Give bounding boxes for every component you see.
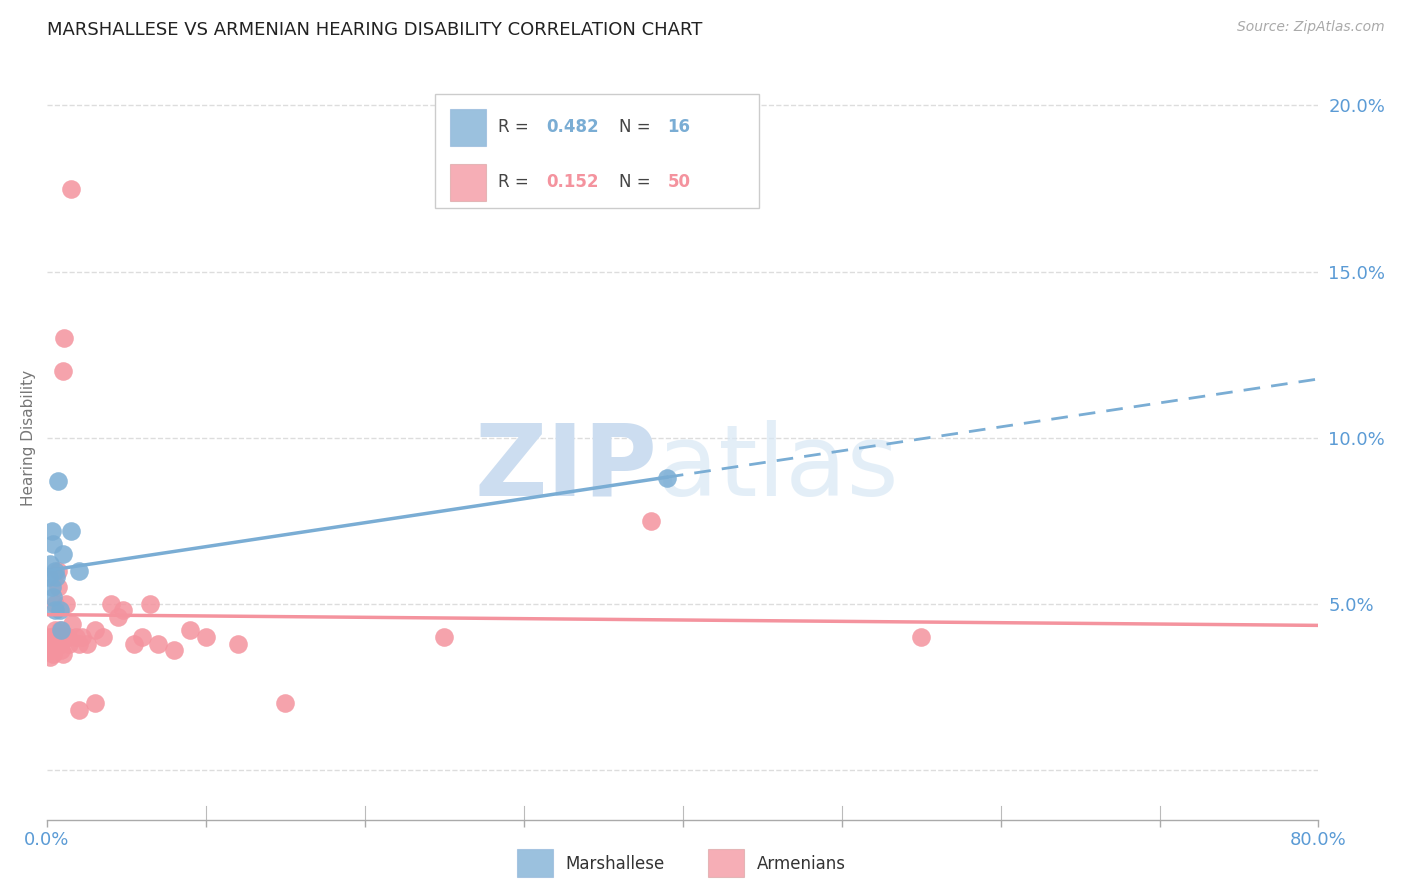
FancyBboxPatch shape <box>450 109 485 145</box>
Point <box>274 697 297 711</box>
Point <box>42 637 65 651</box>
Point <box>46 564 69 578</box>
Point <box>42 590 65 604</box>
Point <box>67 703 90 717</box>
Point <box>65 630 87 644</box>
Point <box>83 624 105 638</box>
FancyBboxPatch shape <box>450 164 485 201</box>
Text: MARSHALLESE VS ARMENIAN HEARING DISABILITY CORRELATION CHART: MARSHALLESE VS ARMENIAN HEARING DISABILI… <box>46 21 703 39</box>
Point <box>433 630 456 644</box>
Text: R =: R = <box>498 119 534 136</box>
Point <box>59 181 82 195</box>
FancyBboxPatch shape <box>434 94 759 209</box>
Point <box>56 630 79 644</box>
Text: N =: N = <box>619 119 657 136</box>
Point <box>39 557 62 571</box>
Text: 0.152: 0.152 <box>547 173 599 192</box>
Point <box>41 524 63 538</box>
Point <box>38 570 60 584</box>
Point <box>48 624 70 638</box>
Point <box>70 630 93 644</box>
Point <box>45 570 67 584</box>
Point <box>44 564 66 578</box>
Text: Source: ZipAtlas.com: Source: ZipAtlas.com <box>1237 20 1385 34</box>
Point <box>67 637 90 651</box>
Point <box>910 630 932 644</box>
Point <box>51 624 73 638</box>
Y-axis label: Hearing Disability: Hearing Disability <box>21 369 35 506</box>
Point <box>38 643 60 657</box>
Text: 16: 16 <box>668 119 690 136</box>
Point <box>100 597 122 611</box>
Point <box>41 643 63 657</box>
Point <box>41 630 63 644</box>
Point <box>226 637 249 651</box>
Point <box>52 364 75 378</box>
Point <box>39 649 62 664</box>
Point <box>55 597 77 611</box>
Point <box>51 643 73 657</box>
Point <box>44 624 66 638</box>
Point <box>58 637 80 651</box>
Point <box>42 537 65 551</box>
Point <box>76 637 98 651</box>
Point <box>59 524 82 538</box>
Text: ZIP: ZIP <box>474 420 657 516</box>
Point <box>48 603 70 617</box>
Point <box>44 597 66 611</box>
Point <box>107 610 129 624</box>
Point <box>60 616 83 631</box>
Point <box>48 630 70 644</box>
Point <box>124 637 146 651</box>
Point <box>148 637 170 651</box>
Point <box>91 630 114 644</box>
FancyBboxPatch shape <box>517 849 553 877</box>
Point <box>112 603 135 617</box>
Point <box>45 640 67 654</box>
Text: R =: R = <box>498 173 534 192</box>
Point <box>53 630 76 644</box>
Text: N =: N = <box>619 173 657 192</box>
Text: Armenians: Armenians <box>756 855 845 873</box>
Point <box>179 624 201 638</box>
Point <box>52 547 75 561</box>
Point <box>139 597 162 611</box>
Point <box>41 580 63 594</box>
Point <box>51 637 73 651</box>
Text: Marshallese: Marshallese <box>565 855 665 873</box>
Point <box>38 630 60 644</box>
FancyBboxPatch shape <box>709 849 744 877</box>
Point <box>67 564 90 578</box>
Point <box>44 603 66 617</box>
Point <box>655 470 678 484</box>
Point <box>42 647 65 661</box>
Point <box>46 580 69 594</box>
Point <box>46 474 69 488</box>
Point <box>640 514 662 528</box>
Point <box>83 697 105 711</box>
Text: 0.482: 0.482 <box>547 119 599 136</box>
Point <box>39 637 62 651</box>
Text: atlas: atlas <box>657 420 898 516</box>
Point <box>131 630 153 644</box>
Point <box>52 647 75 661</box>
Point <box>163 643 186 657</box>
Point <box>45 630 67 644</box>
Text: 50: 50 <box>668 173 690 192</box>
Point <box>194 630 217 644</box>
Point <box>53 331 76 345</box>
